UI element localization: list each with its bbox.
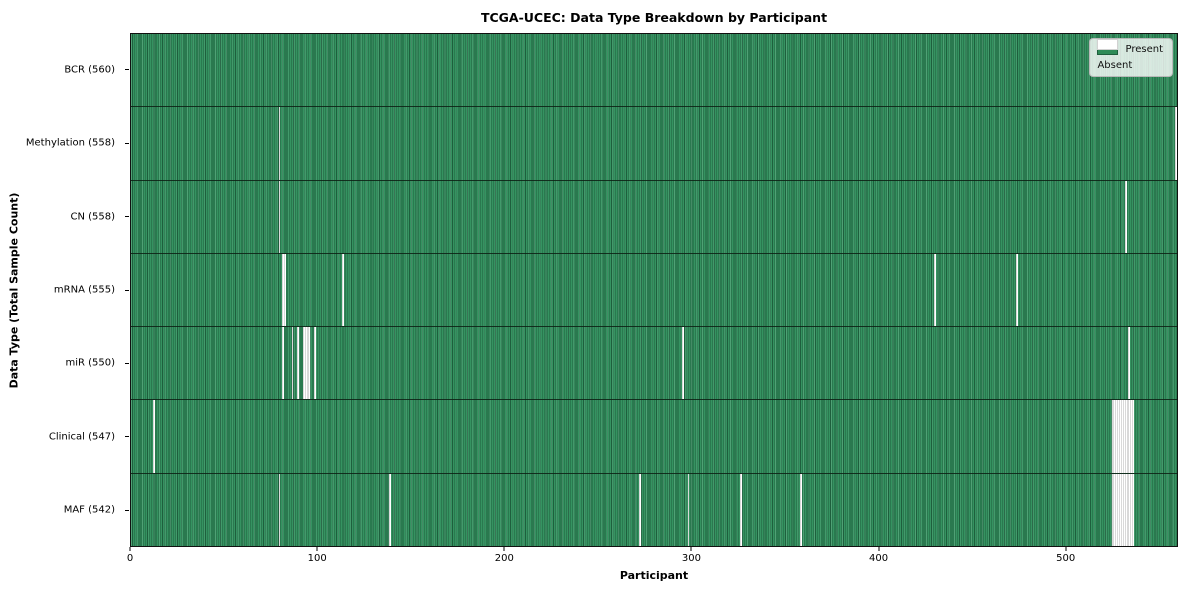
absent-cell [308, 327, 311, 400]
y-tick-label-mir: miR (550) [65, 357, 115, 369]
y-tick-label-cn: CN (558) [70, 211, 115, 223]
y-tick-label-maf: MAF (542) [63, 504, 115, 516]
absent-cell [1122, 400, 1125, 473]
x-tick-mark [316, 547, 318, 551]
heatmap-row-maf [131, 472, 1177, 546]
y-tick-mark [125, 362, 129, 364]
absent-cell [1128, 400, 1131, 473]
absent-cell [1124, 400, 1127, 473]
absent-cell [278, 107, 281, 180]
absent-cell [291, 327, 294, 400]
y-tick-labels: BCR (560) Methylation (558) CN (558) mRNA (… [0, 33, 123, 547]
y-tick-mark [125, 436, 129, 438]
x-tick-mark [1065, 547, 1067, 551]
absent-cell [1016, 253, 1019, 327]
heatmap-rows [131, 34, 1177, 546]
absent-cell [1111, 473, 1114, 546]
absent-cell [1115, 400, 1118, 473]
absent-cell [1117, 473, 1120, 546]
legend-label-present: Present [1125, 44, 1163, 55]
absent-cell [1130, 473, 1133, 546]
x-tick-mark [690, 547, 692, 551]
absent-cell [284, 253, 287, 327]
chart-title: TCGA-UCEC: Data Type Breakdown by Partic… [480, 10, 828, 25]
y-tick-mark [125, 216, 129, 218]
absent-cell [304, 327, 307, 400]
absent-cell [1115, 473, 1118, 546]
absent-cell [682, 327, 684, 400]
heatmap-row-bcr [131, 34, 1177, 107]
absent-cell [1124, 473, 1127, 546]
y-tick-mark [125, 69, 129, 71]
absent-cell [278, 180, 281, 253]
absent-cell [302, 327, 305, 400]
absent-cell [278, 473, 281, 546]
y-tick-label-methylation: Methylation (558) [25, 137, 115, 149]
absent-cell [687, 473, 690, 546]
absent-cell [1120, 400, 1123, 473]
y-tick-mark [125, 142, 129, 144]
absent-cell [799, 473, 802, 546]
absent-cell [388, 473, 391, 546]
heatmap-row-mrna [131, 252, 1177, 327]
absent-cell [153, 400, 156, 473]
absent-cell [306, 327, 309, 400]
absent-cell [1126, 473, 1129, 546]
absent-cell [1117, 400, 1120, 473]
absent-cell [314, 327, 316, 400]
y-tick-marks [125, 33, 129, 547]
absent-cell [1119, 400, 1121, 473]
x-tick-mark [129, 547, 131, 551]
y-tick-label-mrna: mRNA (555) [53, 284, 115, 296]
y-tick-label-bcr: BCR (560) [64, 64, 115, 76]
x-tick-mark [878, 547, 880, 551]
x-tick-label-200: 200 [494, 553, 514, 564]
absent-cell [1132, 400, 1135, 473]
legend: Present Absent [1089, 38, 1173, 77]
legend-item-absent: Absent [1097, 39, 1163, 71]
absent-cell [1128, 473, 1131, 546]
heatmap-row-clinical [131, 399, 1177, 473]
heatmap-row-mir [131, 326, 1177, 400]
absent-swatch-icon [1097, 39, 1119, 50]
absent-cell [1113, 473, 1116, 546]
absent-cell [1128, 327, 1131, 400]
absent-cell [1122, 473, 1125, 546]
legend-label-absent: Absent [1097, 60, 1133, 71]
x-tick-label-0: 0 [126, 553, 134, 564]
absent-cell [739, 473, 742, 546]
x-tick-area: 0 100 200 300 400 500 [126, 547, 1178, 567]
y-tick-mark [125, 509, 129, 511]
x-axis-label: Participant [619, 569, 689, 582]
heatmap-row-cn [131, 179, 1177, 253]
absent-cell [934, 253, 937, 327]
x-tick-label-500: 500 [1056, 553, 1076, 564]
absent-cell [1120, 473, 1123, 546]
plot-area: Present Absent [130, 33, 1178, 547]
y-tick-label-clinical: Clinical (547) [48, 431, 115, 443]
x-tick-label-100: 100 [307, 553, 327, 564]
x-tick-mark [503, 547, 505, 551]
y-tick-mark [125, 289, 129, 291]
x-tick-label-400: 400 [869, 553, 889, 564]
absent-cell [1119, 473, 1121, 546]
absent-cell [282, 253, 285, 327]
absent-cell [1111, 400, 1114, 473]
absent-cell [1124, 180, 1127, 253]
absent-cell [1132, 473, 1135, 546]
absent-cell [1175, 107, 1177, 180]
absent-cell [342, 253, 344, 327]
absent-cell [297, 327, 300, 400]
absent-cell [1113, 400, 1116, 473]
x-tick-label-300: 300 [681, 553, 701, 564]
absent-cell [1130, 400, 1133, 473]
absent-cell [282, 327, 285, 400]
absent-cell [1126, 400, 1129, 473]
absent-cell [639, 473, 641, 546]
heatmap-row-methylation [131, 106, 1177, 180]
